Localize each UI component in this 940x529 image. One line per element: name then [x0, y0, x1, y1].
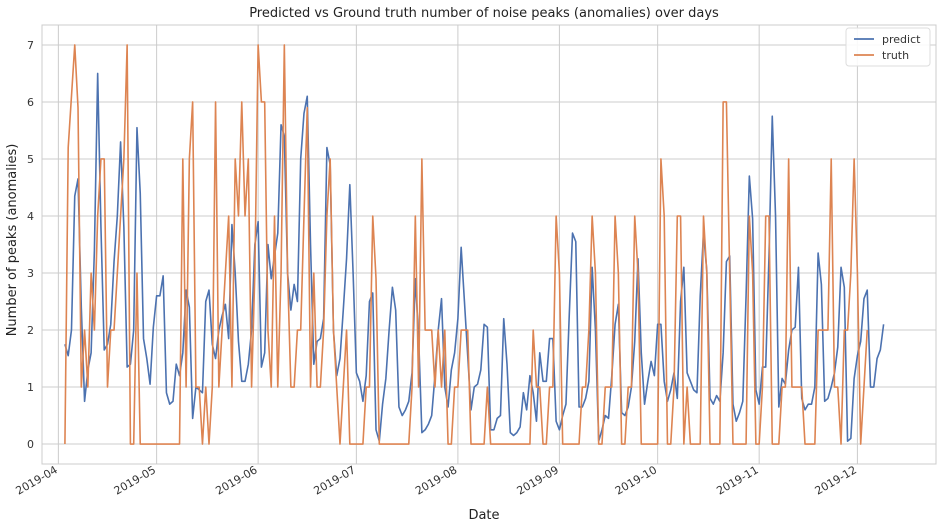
y-tick-label: 2 [27, 324, 34, 337]
y-tick-label: 3 [27, 267, 34, 280]
chart-title: Predicted vs Ground truth number of nois… [249, 6, 719, 21]
x-tick-label: 2019-10 [613, 463, 659, 497]
y-tick-label: 4 [27, 210, 34, 223]
y-tick-label: 6 [27, 96, 34, 109]
y-axis-title: Number of peaks (anomalies) [5, 144, 20, 337]
y-ticks: 0 1 2 3 4 5 6 7 [27, 39, 34, 451]
x-tick-label: 2019-04 [14, 463, 60, 497]
x-tick-label: 2019-06 [213, 463, 259, 497]
legend-label-predict: predict [882, 33, 921, 46]
y-tick-label: 0 [27, 438, 34, 451]
x-tick-label: 2019-12 [813, 463, 859, 497]
x-tick-label: 2019-08 [413, 463, 459, 497]
y-tick-label: 1 [27, 381, 34, 394]
legend: predict truth [845, 27, 931, 67]
y-tick-label: 5 [27, 153, 34, 166]
x-axis-title: Date [468, 508, 499, 523]
x-tick-label: 2019-11 [714, 463, 760, 497]
series-line-truth [64, 44, 869, 445]
legend-label-truth: truth [882, 49, 909, 62]
x-tick-label: 2019-09 [515, 463, 561, 497]
legend-box [845, 27, 931, 67]
series-layer [64, 44, 885, 445]
series-line-predict [64, 72, 885, 442]
y-tick-label: 7 [27, 39, 34, 52]
x-tick-label: 2019-05 [112, 463, 158, 497]
x-ticks: 2019-04 2019-05 2019-06 2019-07 2019-08 2019-… [14, 463, 859, 497]
x-tick-label: 2019-07 [312, 463, 358, 497]
